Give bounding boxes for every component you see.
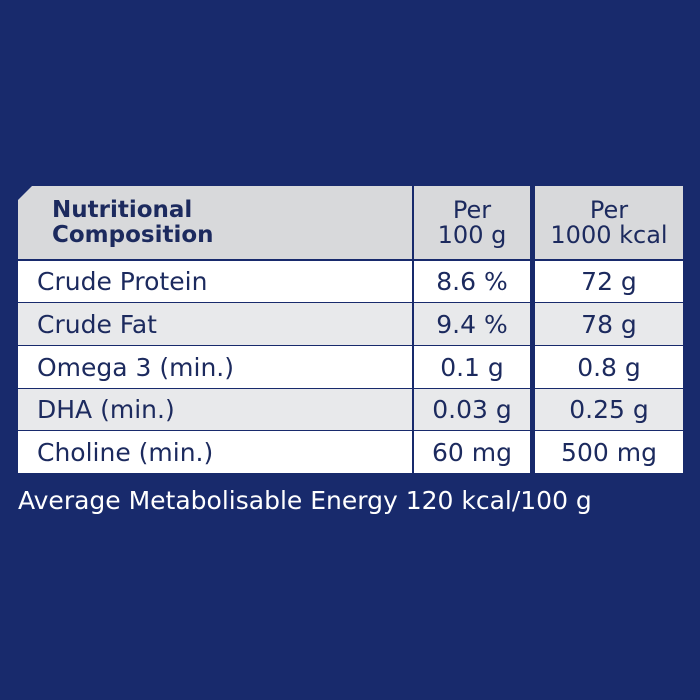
value-cell: 8.6 % [414, 261, 530, 302]
header-text: 100 g [437, 220, 507, 249]
nutrient-cell: Crude Fat [18, 303, 412, 345]
value-cell: 0.1 g [414, 346, 530, 388]
header-cell: Per 1000 kcal [535, 186, 683, 259]
nutrient-cell: Choline (min.) [18, 431, 412, 473]
value-cell: 78 g [535, 303, 683, 345]
energy-note: Average Metabolisable Energy 120 kcal/10… [18, 486, 592, 515]
header-text: Per [589, 195, 629, 224]
value-cell: 0.8 g [535, 346, 683, 388]
value-cell: 0.03 g [414, 389, 530, 430]
nutrient-cell: DHA (min.) [18, 389, 412, 430]
header-text: Composition [52, 221, 214, 248]
value-cell: 60 mg [414, 431, 530, 473]
nutrient-cell: Crude Protein [18, 261, 412, 302]
value-cell: 500 mg [535, 431, 683, 473]
header-cell: Nutritional Composition [18, 186, 412, 259]
header-text: 1000 kcal [550, 220, 668, 249]
value-cell: 0.25 g [535, 389, 683, 430]
header-text: Per [452, 195, 492, 224]
value-cell: 72 g [535, 261, 683, 302]
header-text: Nutritional [52, 196, 193, 223]
header-cell: Per 100 g [414, 186, 530, 259]
value-cell: 9.4 % [414, 303, 530, 345]
nutrient-cell: Omega 3 (min.) [18, 346, 412, 388]
